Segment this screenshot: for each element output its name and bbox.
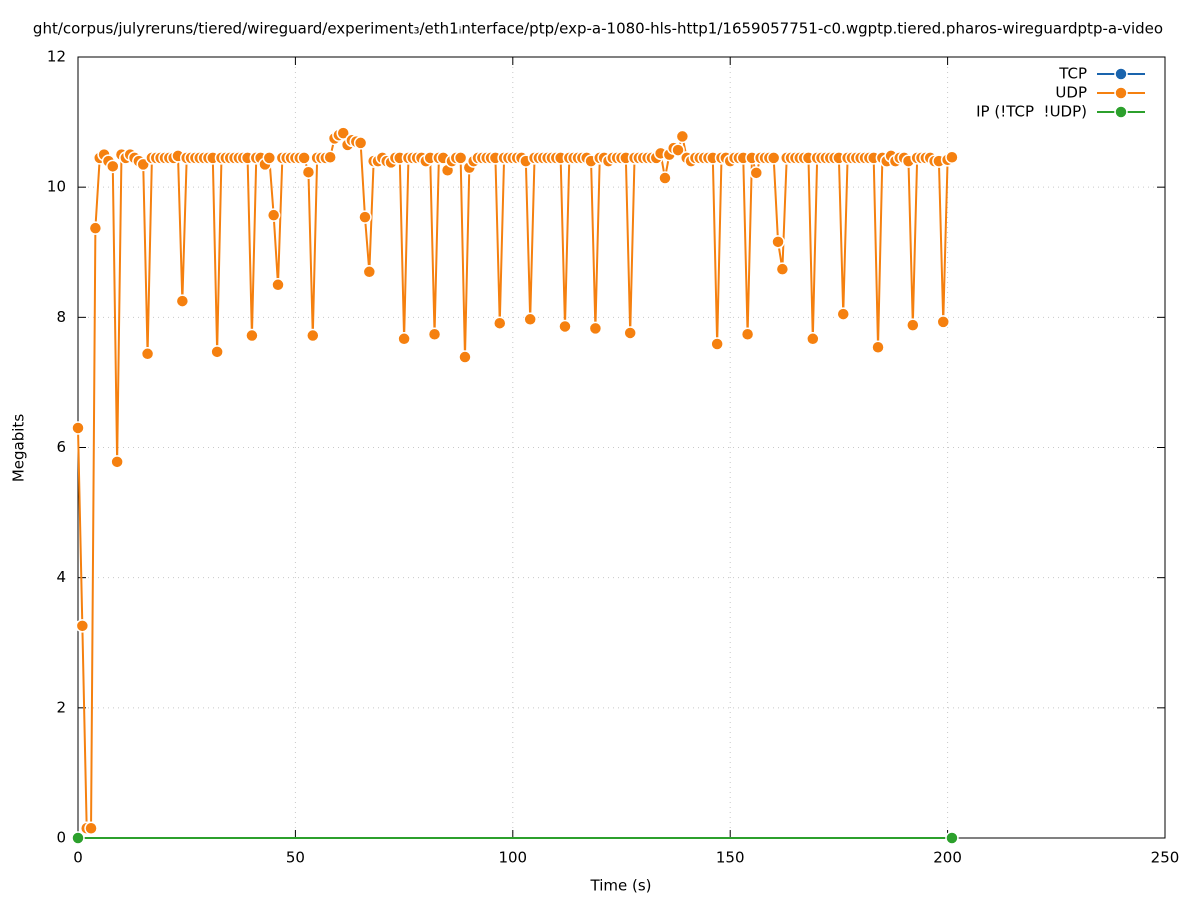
- data-point: [945, 831, 959, 845]
- data-point: [771, 235, 785, 249]
- y-tick-label: 4: [56, 568, 66, 586]
- data-point: [271, 278, 285, 292]
- data-point: [906, 318, 920, 332]
- data-point: [836, 307, 850, 321]
- y-tick-label: 12: [47, 48, 66, 66]
- data-point: [871, 340, 885, 355]
- data-point: [453, 151, 468, 165]
- data-point: [945, 150, 959, 164]
- y-tick-label: 6: [56, 438, 66, 456]
- legend-label: TCP: [1058, 65, 1087, 83]
- data-point: [588, 321, 603, 336]
- data-point: [775, 262, 790, 276]
- data-point: [806, 332, 820, 346]
- legend-marker: [1114, 67, 1128, 81]
- data-point: [558, 319, 572, 334]
- data-point: [262, 151, 277, 165]
- data-point: [301, 165, 316, 179]
- data-point: [353, 136, 368, 150]
- y-tick-label: 0: [56, 829, 66, 847]
- data-point: [766, 151, 781, 165]
- y-tick-label: 2: [56, 698, 66, 716]
- x-tick-label: 150: [716, 849, 745, 867]
- data-point: [323, 150, 337, 164]
- data-point: [110, 455, 124, 469]
- data-point: [71, 831, 85, 845]
- y-tick-label: 8: [56, 308, 66, 326]
- data-point: [675, 129, 690, 144]
- data-point: [106, 159, 120, 174]
- legend-marker: [1114, 105, 1128, 119]
- series-line: [77, 131, 953, 830]
- x-axis-label: Time (s): [590, 877, 652, 895]
- data-point: [397, 332, 411, 346]
- legend-marker: [1114, 86, 1128, 100]
- legend-label: UDP: [1055, 84, 1087, 102]
- x-tick-label: 200: [933, 849, 962, 867]
- data-point: [75, 619, 90, 633]
- data-point: [523, 312, 537, 327]
- data-point: [362, 265, 377, 279]
- data-point: [266, 208, 281, 222]
- plot-border: [77, 56, 1166, 839]
- data-point: [710, 337, 724, 351]
- x-tick-label: 250: [1151, 849, 1180, 867]
- data-point: [245, 328, 259, 343]
- data-point: [493, 316, 507, 330]
- data-point: [84, 821, 98, 835]
- data-point: [175, 294, 190, 308]
- data-point: [210, 345, 224, 359]
- x-tick-label: 0: [73, 849, 83, 867]
- data-point: [306, 328, 320, 343]
- x-tick-label: 100: [498, 849, 527, 867]
- data-point: [740, 327, 755, 342]
- data-point: [458, 350, 472, 364]
- x-tick-label: 50: [286, 849, 305, 867]
- data-point: [936, 315, 951, 329]
- data-point: [427, 327, 442, 342]
- y-tick-label: 10: [47, 178, 66, 196]
- data-point: [623, 326, 637, 340]
- data-point: [140, 347, 155, 361]
- data-point: [297, 151, 311, 165]
- legend-label: IP (!TCP !UDP): [976, 103, 1087, 121]
- data-point: [71, 421, 85, 435]
- chart-title: ght/corpus/julyreruns/tiered/wireguard/e…: [33, 20, 1163, 38]
- data-point: [358, 210, 372, 224]
- data-point: [88, 221, 103, 235]
- data-point: [336, 126, 350, 140]
- data-point: [671, 143, 685, 157]
- data-point: [749, 166, 764, 180]
- data-point: [658, 171, 672, 185]
- y-axis-label: Megabits: [10, 414, 28, 482]
